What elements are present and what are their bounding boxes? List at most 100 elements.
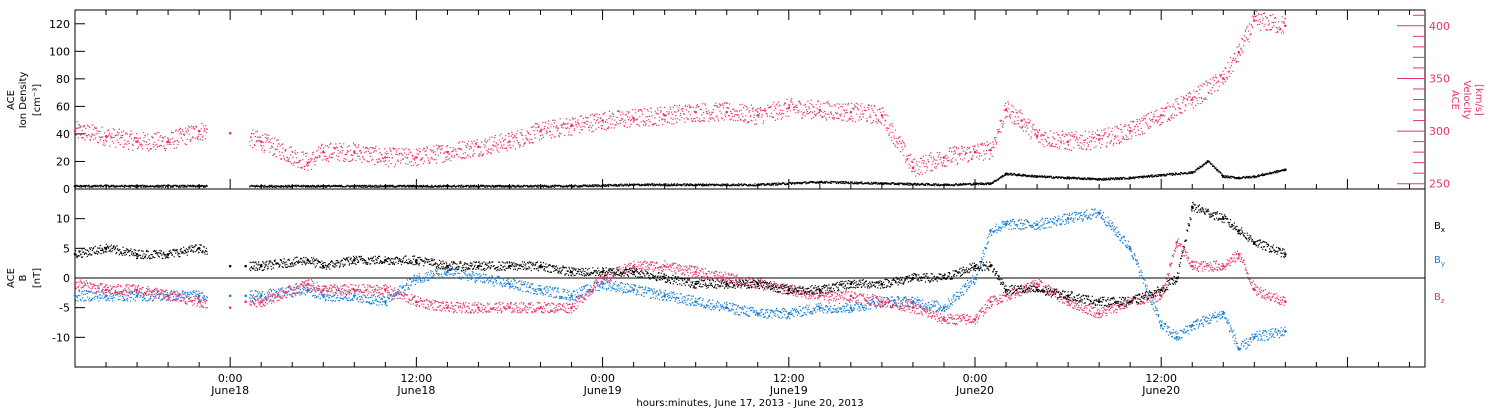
b-ylabel-line3: [nT] <box>32 268 43 288</box>
data-point <box>632 288 635 292</box>
data-point <box>725 282 729 286</box>
data-point <box>306 161 310 164</box>
data-point <box>1237 50 1241 54</box>
b-y-tick-label-4: 10 <box>56 213 70 226</box>
data-point <box>1159 294 1163 298</box>
x-tick-time-4: 0:00 <box>963 372 988 385</box>
data-point <box>415 258 418 262</box>
x-tick-time-1: 12:00 <box>401 372 433 385</box>
x-tick-date-2: June19 <box>583 384 622 397</box>
data-point <box>973 318 977 321</box>
data-point <box>446 264 449 268</box>
b-y-tick-label-1: -5 <box>59 302 70 315</box>
data-point <box>1190 98 1194 101</box>
data-point <box>508 306 511 309</box>
series-cloud-bx <box>75 202 1287 307</box>
data-point <box>1097 312 1101 315</box>
data-point <box>1159 173 1163 177</box>
series-bz <box>73 238 1287 326</box>
data-point <box>477 276 480 280</box>
data-point <box>1253 19 1256 22</box>
data-point <box>1128 300 1132 304</box>
data-point <box>321 150 325 154</box>
data-point <box>632 264 635 268</box>
data-point <box>570 124 573 128</box>
data-point <box>989 264 992 268</box>
series-by <box>73 208 1287 351</box>
data-point <box>1066 217 1070 220</box>
data-point <box>353 294 356 298</box>
data-point <box>477 145 480 149</box>
data-point <box>384 156 387 159</box>
data-point <box>1284 24 1287 28</box>
data-point <box>1221 264 1225 268</box>
data-point <box>1159 113 1163 117</box>
data-point <box>384 300 387 304</box>
data-point <box>384 288 387 292</box>
legend-bz: Bz <box>1434 292 1445 305</box>
data-point <box>880 182 884 185</box>
velocity-y-tick-label-2: 350 <box>1429 72 1450 85</box>
data-point <box>73 252 77 256</box>
data-point <box>989 229 992 232</box>
data-point <box>166 252 170 256</box>
data-point <box>694 270 697 274</box>
data-point <box>1190 324 1194 327</box>
data-point <box>818 288 822 292</box>
data-point <box>1221 175 1225 178</box>
data-point <box>197 129 201 133</box>
data-point <box>1004 223 1008 226</box>
data-point <box>818 294 822 298</box>
data-point <box>1206 160 1210 163</box>
data-point <box>1128 247 1132 250</box>
data-point <box>73 294 77 298</box>
data-point <box>415 276 418 280</box>
data-point <box>539 306 542 309</box>
data-point <box>787 288 791 292</box>
data-point <box>942 156 946 159</box>
b-ylabel-line2: B <box>18 274 29 281</box>
legend-bx: Bx <box>1434 221 1445 234</box>
data-point <box>1175 241 1179 244</box>
data-point <box>1066 140 1070 143</box>
data-point <box>1190 264 1194 268</box>
data-point <box>989 148 992 152</box>
density-y-tick-label-5: 100 <box>49 45 70 58</box>
data-point <box>415 156 418 159</box>
data-point <box>166 140 170 143</box>
data-point <box>601 270 604 274</box>
x-tick-date-5: June20 <box>1141 384 1180 397</box>
series-velocity <box>73 11 1287 177</box>
data-point <box>570 294 573 298</box>
data-point <box>244 264 247 268</box>
data-point <box>849 294 853 298</box>
data-point <box>1035 282 1039 286</box>
data-point <box>973 276 977 280</box>
data-point <box>787 312 791 315</box>
data-point <box>135 288 139 292</box>
data-point <box>756 282 760 286</box>
data-point <box>259 140 263 143</box>
data-point <box>849 110 853 114</box>
b-y-tick-label-3: 5 <box>63 242 70 255</box>
data-point <box>197 294 201 298</box>
data-point <box>197 300 201 304</box>
data-point <box>725 306 729 309</box>
data-point <box>446 270 449 274</box>
density-ylabel-line1: ACE <box>6 90 17 110</box>
data-point <box>508 264 511 268</box>
data-point <box>1004 172 1008 176</box>
data-point <box>228 264 232 268</box>
data-point <box>1237 252 1241 256</box>
data-point <box>135 294 139 298</box>
data-point <box>1004 288 1008 292</box>
x-tick-time-2: 0:00 <box>590 372 615 385</box>
data-point <box>306 184 310 188</box>
data-point <box>880 113 884 117</box>
data-point <box>353 150 356 154</box>
data-point <box>756 113 760 117</box>
data-point <box>787 106 791 110</box>
time-x-ticks: 0:00June1812:00June180:00June1912:00June… <box>74 10 1410 397</box>
data-point <box>973 150 977 154</box>
